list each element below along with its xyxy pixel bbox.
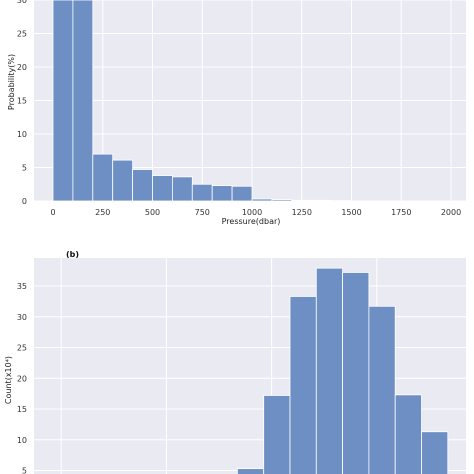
- x-tick-label: 750: [195, 208, 210, 217]
- histogram-bar: [251, 198, 273, 202]
- y-tick-label: 30: [17, 0, 27, 5]
- histogram-bar: [289, 296, 317, 474]
- histogram-panel-pressure: 0 250 500 750 1000 1250 1500 1750 2000 0 5 10 15 20 2…: [7, 0, 466, 226]
- histogram-bar: [171, 176, 193, 202]
- y-tick-label: 35: [17, 282, 27, 291]
- y-tick-label: 15: [17, 405, 27, 414]
- histogram-bar: [311, 199, 333, 202]
- histogram-bar: [421, 431, 449, 474]
- x-tick-label: 1250: [292, 208, 312, 217]
- histogram-bar: [236, 468, 265, 474]
- y-tick-label: 10: [17, 130, 27, 139]
- y-tick-label: 5: [22, 164, 27, 173]
- histogram-bar: [368, 305, 396, 474]
- y-tick-label: 5: [22, 467, 27, 474]
- bars: [52, 0, 352, 202]
- x-tick-label: 0: [50, 208, 55, 217]
- histogram-bar: [72, 0, 94, 202]
- histogram-bar: [291, 199, 313, 202]
- y-tick-label: 30: [17, 313, 27, 322]
- y-tick-label: 15: [17, 97, 27, 106]
- histogram-bar: [211, 185, 233, 202]
- histogram-bar: [132, 169, 153, 202]
- y-tick-label: 20: [17, 63, 27, 72]
- histogram-bar: [263, 395, 291, 474]
- y-tick-labels: 5 10 15 20 25 30 35: [17, 282, 27, 474]
- y-tick-label: 25: [17, 30, 27, 39]
- y-tick-labels: 0 5 10 15 20 25 30: [17, 0, 27, 206]
- y-tick-label: 10: [17, 436, 27, 445]
- y-tick-label: 20: [17, 374, 27, 383]
- x-tick-label: 2000: [441, 208, 461, 217]
- histogram-bar: [152, 175, 173, 202]
- x-tick-label: 1000: [242, 208, 262, 217]
- y-tick-label: 0: [22, 197, 27, 206]
- histogram-bar: [92, 153, 114, 202]
- x-tick-label: 1750: [391, 208, 411, 217]
- histogram-bar: [394, 394, 422, 474]
- y-axis-label: Count(x10⁴): [4, 356, 13, 404]
- histogram-bar: [231, 185, 253, 202]
- histogram-bar: [112, 159, 133, 202]
- histogram-bar: [271, 199, 293, 202]
- y-axis-label: Probability(%): [7, 54, 16, 110]
- histogram-panel-count: (b) 5 10 15 20 25 30 35 Count(x10⁴): [4, 250, 466, 474]
- bars: [236, 267, 449, 474]
- x-tick-label: 500: [145, 208, 160, 217]
- histogram-bar: [315, 267, 343, 474]
- y-tick-label: 25: [17, 344, 27, 353]
- x-axis-label: Pressure(dbar): [222, 217, 281, 226]
- x-tick-labels: 0 250 500 750 1000 1250 1500 1750 2000: [50, 208, 461, 217]
- panel-label: (b): [66, 250, 79, 259]
- histogram-bar: [342, 272, 370, 474]
- histogram-bar: [191, 183, 213, 202]
- x-tick-label: 250: [95, 208, 110, 217]
- histogram-bar: [52, 0, 74, 202]
- x-tick-label: 1500: [341, 208, 361, 217]
